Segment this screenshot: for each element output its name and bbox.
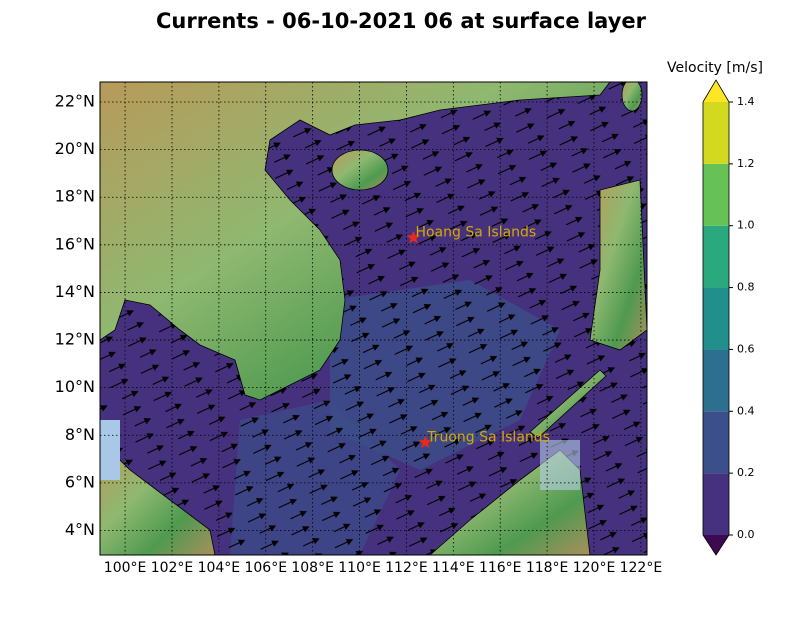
x-tick-label: 112°E	[385, 560, 428, 576]
colorbar-tick-label: 1.0	[737, 219, 755, 232]
y-tick-label: 22°N	[55, 91, 95, 110]
colorbar-over	[703, 80, 729, 102]
island-marker	[406, 230, 421, 244]
colorbar-band	[703, 163, 729, 226]
y-tick-label: 10°N	[55, 377, 95, 396]
map-area	[100, 82, 647, 555]
chart-title: Currents - 06-10-2021 06 at surface laye…	[156, 9, 647, 33]
colorbar-label: Velocity [m/s]	[667, 60, 763, 76]
x-tick-label: 122°E	[620, 560, 663, 576]
map-frame	[99, 81, 648, 556]
colorbar-band	[703, 225, 729, 288]
colorbar-tick-label: 0.0	[737, 528, 755, 541]
colorbar-band	[703, 102, 729, 164]
colorbar-band	[703, 411, 729, 474]
y-tick-label: 16°N	[55, 234, 95, 253]
colorbar-band	[703, 473, 729, 535]
x-tick-label: 114°E	[432, 560, 475, 576]
x-tick-label: 108°E	[291, 560, 334, 576]
y-tick-label: 18°N	[55, 187, 95, 206]
y-tick-label: 4°N	[65, 520, 95, 539]
colorbar-tick-label: 0.2	[737, 466, 755, 479]
x-tick-label: 100°E	[104, 560, 147, 576]
island-marker	[418, 435, 432, 449]
colorbar-tick-label: 1.4	[737, 95, 755, 108]
colorbar-tick-label: 1.2	[737, 157, 755, 170]
sea-light	[100, 420, 120, 480]
colorbar-band	[703, 287, 729, 350]
colorbar-band	[703, 349, 729, 412]
y-tick-label: 8°N	[65, 425, 95, 444]
x-tick-label: 118°E	[526, 560, 569, 576]
colorbar-tick-label: 0.4	[737, 404, 755, 417]
y-tick-label: 12°N	[55, 330, 95, 349]
x-tick-label: 120°E	[573, 560, 616, 576]
y-tick-label: 20°N	[55, 139, 95, 158]
island-label: Truong Sa Islands	[426, 429, 550, 445]
x-tick-label: 102°E	[151, 560, 194, 576]
sea-light	[540, 440, 580, 490]
colorbar-tick-label: 0.8	[737, 281, 755, 294]
y-tick-label: 6°N	[65, 472, 95, 491]
colorbar-tick-label: 0.6	[737, 342, 755, 355]
x-tick-label: 104°E	[198, 560, 241, 576]
colorbar-under	[703, 535, 729, 555]
y-tick-label: 14°N	[55, 282, 95, 301]
island-label: Hoang Sa Islands	[415, 225, 536, 241]
x-tick-label: 116°E	[479, 560, 522, 576]
x-tick-label: 110°E	[338, 560, 381, 576]
x-tick-label: 106°E	[244, 560, 287, 576]
